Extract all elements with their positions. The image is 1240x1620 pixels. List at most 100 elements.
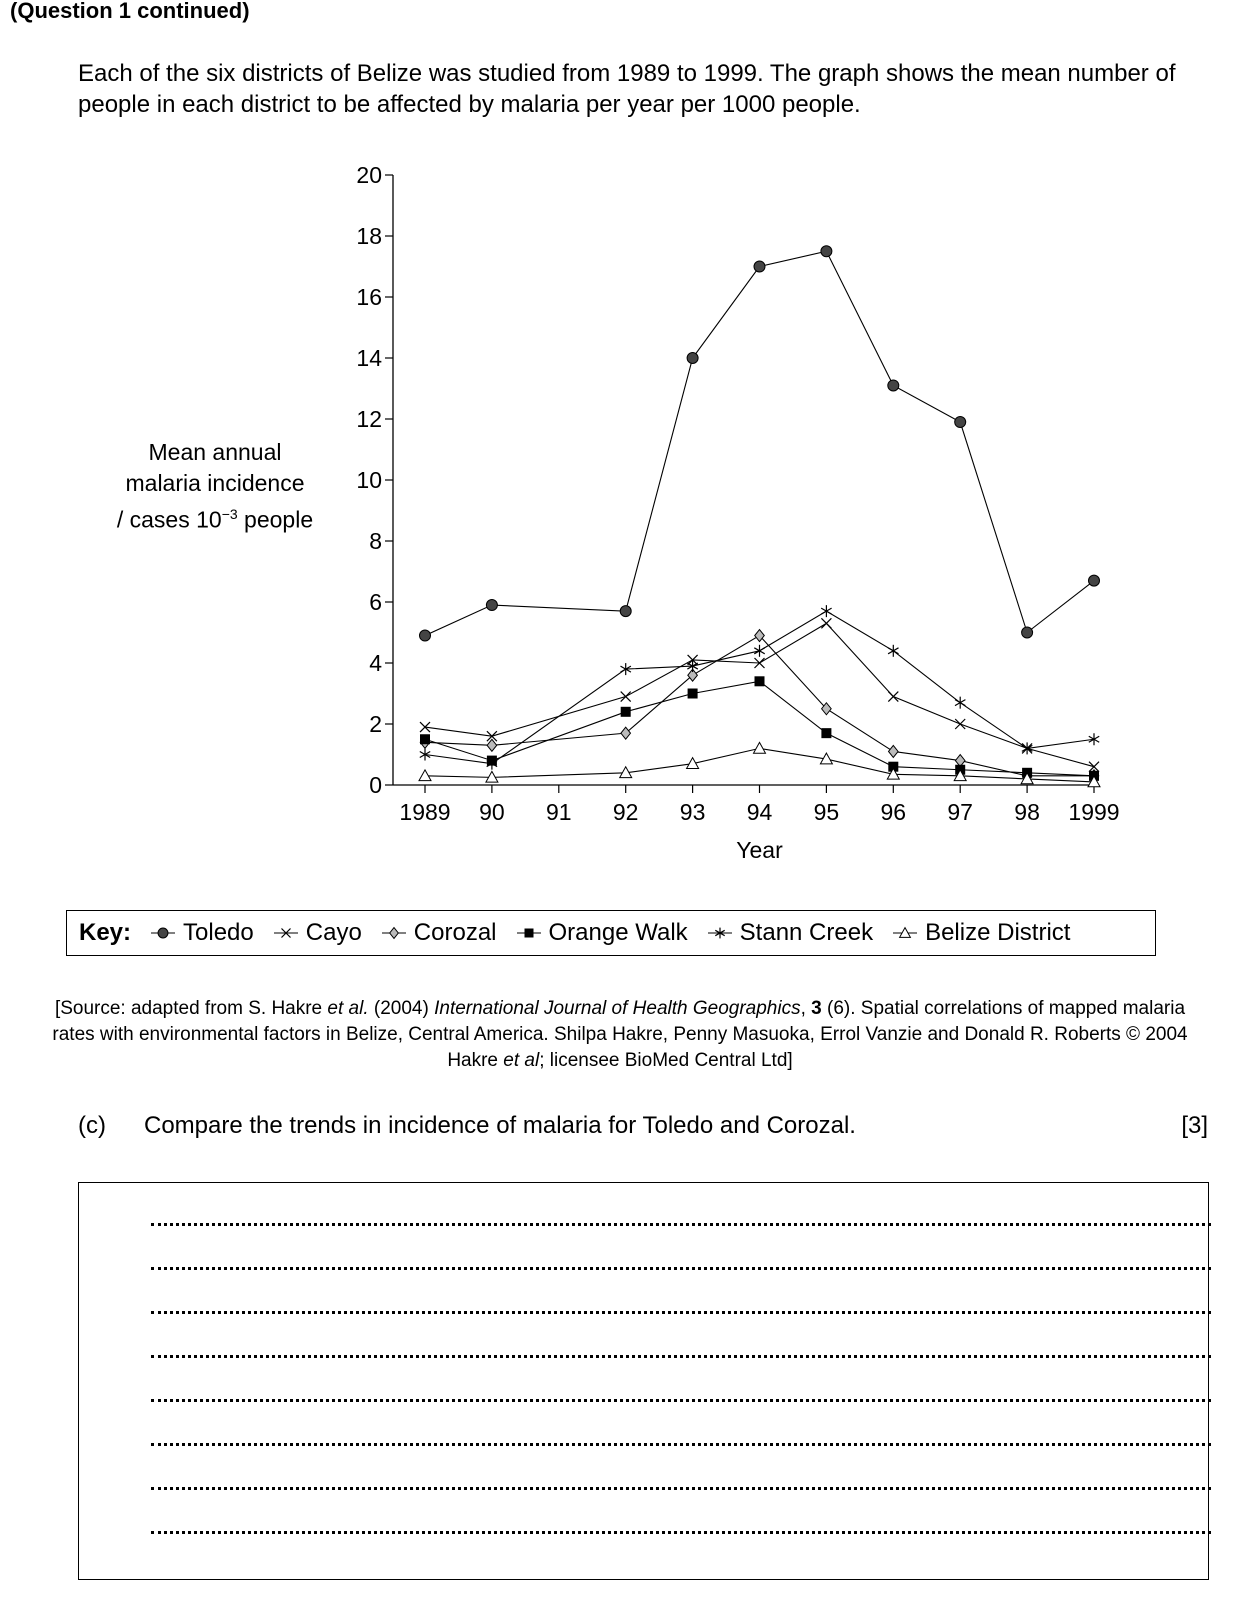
y-axis-label: Mean annual malaria incidence / cases 10… <box>95 437 335 536</box>
data-point-toledo <box>820 245 833 258</box>
data-point-corozal <box>486 738 498 753</box>
y-tick-label: 16 <box>356 284 382 310</box>
data-point-belize-district <box>1087 774 1101 788</box>
series-line-toledo <box>424 250 1095 637</box>
series-line-stann-creek <box>424 610 1095 765</box>
x-tick-label: 91 <box>546 799 572 825</box>
question-header: (Question 1 continued) <box>10 0 250 23</box>
data-point-belize-district <box>618 765 633 779</box>
legend-marker-cayo <box>273 928 298 938</box>
data-point-stann-creek <box>486 757 498 770</box>
data-point-belize-district <box>819 752 834 765</box>
data-point-cayo <box>954 718 966 730</box>
data-point-belize-district <box>485 770 499 783</box>
data-point-stann-creek <box>419 748 431 761</box>
data-point-corozal <box>754 628 765 643</box>
y-axis-label-line-3: / cases 10−3 people <box>116 506 314 533</box>
data-point-stann-creek <box>620 663 632 676</box>
data-point-cayo <box>419 721 431 733</box>
legend-marker-toledo <box>151 927 176 939</box>
y-tick-label: 10 <box>356 467 382 493</box>
answer-line[interactable] <box>151 1443 1211 1446</box>
x-tick-label: 98 <box>1014 799 1040 825</box>
line-chart: 0 2 4 6 8 10 12 14 16 18 20 1989 90 91 92 93 94 95 96 97 98 1… <box>356 162 1119 863</box>
data-point-stann-creek <box>687 660 699 673</box>
data-point-cayo <box>820 617 832 629</box>
legend-label-belize-district: Belize District <box>925 919 1071 946</box>
data-point-toledo <box>887 379 900 392</box>
data-point-toledo <box>753 260 766 273</box>
data-point-cayo <box>687 654 699 666</box>
x-tick-label: 90 <box>479 799 505 825</box>
legend-label-orange-walk: Orange Walk <box>548 919 688 946</box>
legend-label-cayo: Cayo <box>305 919 362 946</box>
y-tick-label: 4 <box>369 650 382 676</box>
data-point-belize-district <box>953 768 968 782</box>
y-tick-label: 2 <box>369 711 382 737</box>
data-point-stann-creek <box>887 644 899 657</box>
legend-item-corozal: Corozal <box>380 919 497 947</box>
x-tick-label: 97 <box>947 799 973 825</box>
answer-line[interactable] <box>151 1311 1211 1314</box>
legend-item-belize-district: Belize District <box>891 919 1070 947</box>
intro-text: Each of the six districts of Belize was … <box>78 60 1176 118</box>
legend-item-toledo: Toledo <box>149 919 254 947</box>
legend-item-orange-walk: Orange Walk <box>515 919 688 947</box>
y-tick-label: 14 <box>356 345 382 371</box>
data-point-belize-district <box>685 756 700 769</box>
y-tick-label: 12 <box>356 406 382 432</box>
y-tick-label: 6 <box>369 589 382 615</box>
data-point-stann-creek <box>1021 742 1033 755</box>
data-point-toledo <box>686 352 699 364</box>
answer-line[interactable] <box>151 1355 1211 1358</box>
answer-line[interactable] <box>151 1487 1211 1490</box>
series-line-corozal <box>424 634 1094 777</box>
x-tick-label: 92 <box>613 799 639 825</box>
answer-line[interactable] <box>151 1223 1211 1226</box>
data-point-cayo <box>1088 761 1100 773</box>
answer-line[interactable] <box>151 1267 1211 1270</box>
data-point-belize-district <box>1020 771 1034 785</box>
data-point-belize-district <box>752 741 767 754</box>
legend: Key: Toledo Cayo Corozal Orange Walk Stann C… <box>66 910 1156 956</box>
y-tick-label: 20 <box>356 162 382 188</box>
data-point-orange-walk <box>888 761 899 772</box>
answer-line[interactable] <box>151 1399 1211 1402</box>
data-point-cayo <box>486 730 498 742</box>
source-citation: [Source: adapted from S. Hakre et al. (2… <box>52 998 1188 1071</box>
data-point-belize-district <box>418 768 432 782</box>
legend-label-toledo: Toledo <box>183 919 254 946</box>
data-point-cayo <box>887 691 899 702</box>
answer-box[interactable] <box>78 1182 1211 1580</box>
series-stann-creek <box>419 605 1100 770</box>
question-marks: [3] <box>1181 1112 1208 1139</box>
legend-item-cayo: Cayo <box>272 919 362 947</box>
x-tick-label: 1989 <box>399 799 450 825</box>
series-line-belize-district <box>424 747 1095 783</box>
data-point-cayo <box>754 657 765 669</box>
data-point-stann-creek <box>820 605 832 618</box>
data-point-corozal <box>887 744 899 759</box>
x-tick-label: 1999 <box>1068 799 1119 825</box>
data-point-corozal <box>820 701 832 716</box>
legend-marker-orange-walk <box>516 928 541 938</box>
data-point-orange-walk <box>687 688 698 699</box>
data-point-toledo <box>954 416 967 429</box>
data-point-corozal <box>687 668 699 683</box>
data-point-stann-creek <box>954 696 966 709</box>
legend-label-stann-creek: Stann Creek <box>739 919 874 946</box>
question-text: Compare the trends in incidence of malar… <box>144 1112 856 1139</box>
data-point-toledo <box>1021 626 1034 639</box>
data-point-stann-creek <box>753 644 766 657</box>
x-tick-label: 94 <box>747 799 773 825</box>
y-tick-label: 8 <box>369 528 382 554</box>
legend-label-corozal: Corozal <box>413 919 497 946</box>
answer-line[interactable] <box>151 1531 1211 1534</box>
data-point-toledo <box>1088 574 1100 587</box>
legend-item-stann-creek: Stann Creek <box>706 919 873 947</box>
data-point-toledo <box>619 605 632 618</box>
series-toledo <box>419 245 1100 642</box>
legend-title: Key: <box>79 919 132 946</box>
legend-marker-belize-district <box>893 926 918 938</box>
y-axis-label-line-1: Mean annual <box>148 439 282 465</box>
